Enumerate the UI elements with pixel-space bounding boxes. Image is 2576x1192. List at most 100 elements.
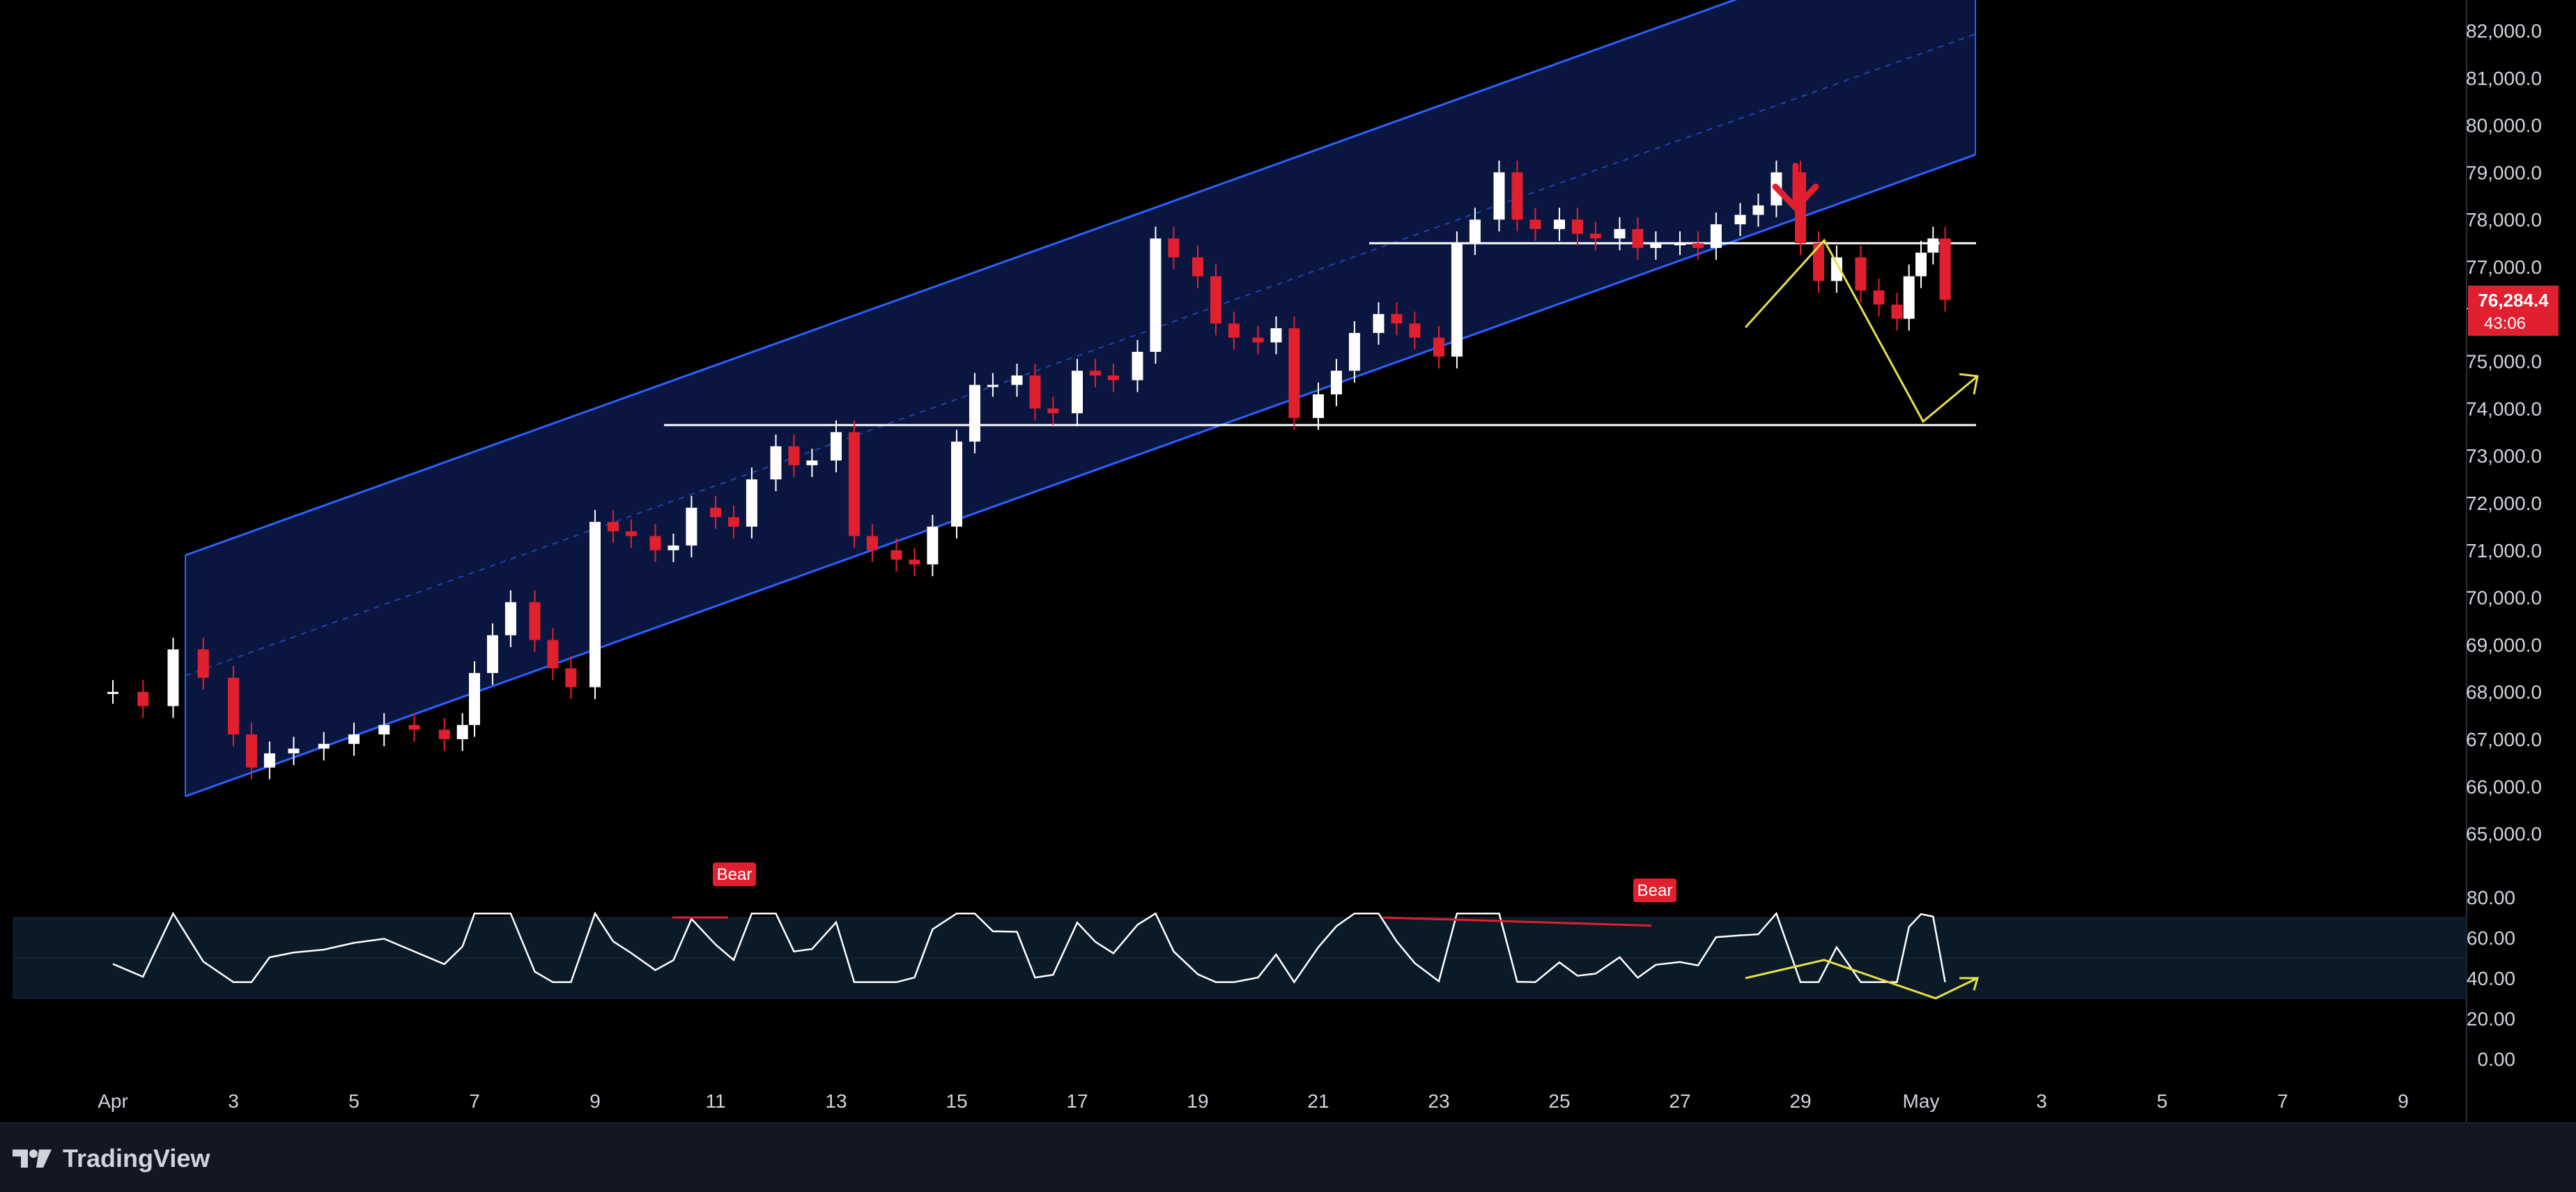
price-tick-label: 67,000.0 xyxy=(2466,729,2542,750)
bear-label-2: Bear xyxy=(1633,878,1676,902)
price-tick-label: 74,000.0 xyxy=(2466,398,2542,419)
candlestick-series xyxy=(107,160,1951,780)
candle-body xyxy=(1493,172,1505,220)
price-tick-label: 66,000.0 xyxy=(2466,776,2542,798)
brand[interactable]: TradingView xyxy=(13,1144,210,1173)
countdown-timer: 43:06 xyxy=(2484,314,2526,333)
candle-body xyxy=(686,507,697,546)
candle-body xyxy=(1511,172,1523,220)
candle-body xyxy=(1891,304,1903,319)
candle-body xyxy=(408,725,420,730)
candle-body xyxy=(1270,328,1282,343)
candle-body xyxy=(770,446,782,480)
candle-body xyxy=(1529,219,1541,229)
candle-body xyxy=(727,517,739,527)
candle-body xyxy=(1650,243,1662,248)
price-tick-label: 68,000.0 xyxy=(2466,681,2542,703)
candle-body xyxy=(1330,371,1342,395)
candle-body xyxy=(167,649,179,706)
price-tick-label: 71,000.0 xyxy=(2466,540,2542,562)
candle-body xyxy=(469,673,480,725)
candle-body xyxy=(1409,323,1421,338)
candle-body xyxy=(746,479,757,527)
candle-body xyxy=(1132,352,1143,380)
candle-body xyxy=(1939,238,1951,300)
candle-body xyxy=(1252,337,1264,343)
price-tick-label: 81,000.0 xyxy=(2466,68,2542,89)
time-tick-label: 25 xyxy=(1548,1090,1570,1112)
candle-body xyxy=(848,432,860,536)
candle-body xyxy=(710,507,721,518)
time-tick-label: 7 xyxy=(469,1090,480,1112)
time-axis[interactable]: Apr 3 5 7 9 11 13 15 17 19 21 23 25 27 29 May 3 5 7 9 xyxy=(98,1090,2409,1112)
time-tick-label: 19 xyxy=(1187,1090,1208,1112)
projection-line xyxy=(1744,238,1978,424)
candle-body xyxy=(890,550,902,560)
candle-body xyxy=(1614,229,1626,239)
candle-body xyxy=(1632,229,1644,248)
candle-body xyxy=(486,635,498,674)
footer-bar xyxy=(0,1123,2576,1192)
candle-body xyxy=(1107,375,1119,380)
candle-body xyxy=(1168,238,1180,258)
channel-upper-line xyxy=(185,0,1738,557)
candle-body xyxy=(288,748,300,754)
current-price-badge: 76,284.4 43:06 xyxy=(2468,286,2559,336)
time-tick-label: 9 xyxy=(589,1090,601,1112)
rsi-tick-label: 60.00 xyxy=(2467,927,2515,949)
price-tick-label: 77,000.0 xyxy=(2466,256,2542,278)
candle-body xyxy=(1029,375,1041,409)
candle-body xyxy=(1855,257,1867,291)
candle-body xyxy=(1830,257,1842,281)
candle-body xyxy=(1210,276,1221,324)
time-tick-label: 5 xyxy=(2157,1090,2168,1112)
candle-body xyxy=(1391,314,1403,324)
candle-body xyxy=(263,753,275,768)
candle-body xyxy=(1571,219,1583,234)
price-tick-label: 70,000.0 xyxy=(2466,587,2542,609)
rsi-divergence-2 xyxy=(1382,916,1652,927)
brand-name: TradingView xyxy=(63,1144,210,1172)
candle-body xyxy=(1674,243,1686,246)
price-tick-label: 75,000.0 xyxy=(2466,351,2542,373)
candle-body xyxy=(1903,276,1915,319)
bear-label-2-text: Bear xyxy=(1637,881,1673,900)
price-tick-label: 80,000.0 xyxy=(2466,115,2542,137)
time-tick-label: 29 xyxy=(1789,1090,1811,1112)
candle-body xyxy=(378,725,390,735)
candle-body xyxy=(1433,337,1444,357)
candle-body xyxy=(137,692,149,706)
time-tick-label: 21 xyxy=(1307,1090,1329,1112)
candle-body xyxy=(951,441,962,527)
candle-body xyxy=(1692,243,1704,248)
candle-body xyxy=(668,545,679,550)
time-tick-label: 13 xyxy=(825,1090,847,1112)
time-tick-label: 17 xyxy=(1066,1090,1088,1112)
bear-label-1: Bear xyxy=(713,862,756,886)
projection-arrowhead xyxy=(1959,373,1979,395)
projection-path xyxy=(1744,238,1979,424)
candle-body xyxy=(831,432,842,460)
channel-mid-line xyxy=(185,33,1976,676)
candle-body xyxy=(806,460,818,465)
price-tick-label: 79,000.0 xyxy=(2466,162,2542,183)
time-tick-label: Apr xyxy=(98,1090,128,1112)
time-tick-label: 5 xyxy=(348,1090,360,1112)
candle-body xyxy=(909,559,920,565)
candle-body xyxy=(1915,252,1927,277)
candle-body xyxy=(649,536,661,550)
candle-body xyxy=(1927,238,1939,253)
time-tick-label: 11 xyxy=(705,1090,725,1112)
time-tick-label: 3 xyxy=(228,1090,239,1112)
candle-body xyxy=(1150,238,1162,353)
rsi-tick-label: 0.00 xyxy=(2478,1048,2516,1070)
channel-lower-line xyxy=(185,153,1976,798)
price-tick-label: 73,000.0 xyxy=(2466,445,2542,467)
price-tick-label: 72,000.0 xyxy=(2466,493,2542,514)
rsi-axis: 80.00 60.00 40.00 20.00 0.00 xyxy=(2467,887,2515,1070)
time-tick-label: 7 xyxy=(2277,1090,2288,1112)
candle-body xyxy=(866,536,878,550)
time-tick-label: 3 xyxy=(2036,1090,2047,1112)
time-tick-label: May xyxy=(1903,1090,1940,1112)
